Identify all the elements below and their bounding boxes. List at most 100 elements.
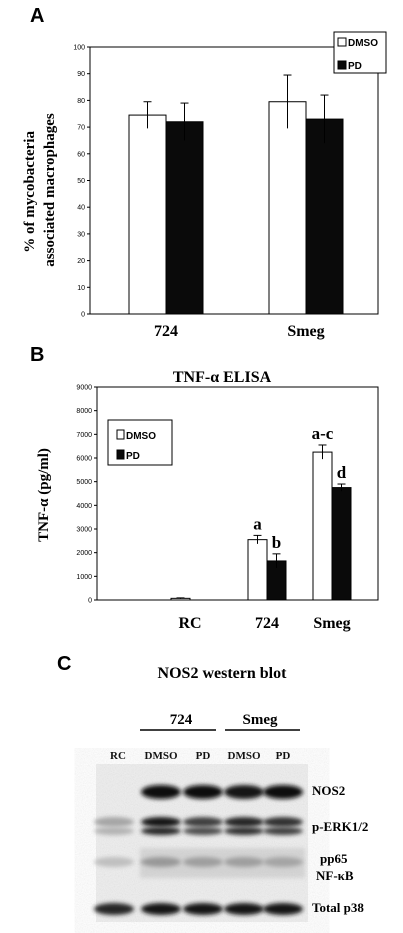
panel-a-legend-swatch-dmso	[337, 37, 347, 47]
panel-a-ytick-label: 30	[77, 231, 85, 238]
blot-band-label-nfkb: NF-κB	[316, 868, 354, 883]
panel-a-bar-pd	[165, 121, 204, 315]
blot-band-perk-lower	[141, 827, 181, 835]
blot-band-perk-upper	[141, 817, 181, 827]
blot-band-total-p38	[224, 903, 264, 915]
panel-b-category-label: 724	[255, 615, 279, 632]
panel-b-ylabel: TNF-α (pg/ml)	[36, 448, 52, 542]
panel-a-ytick-label: 60	[77, 151, 85, 158]
blot-lane-label: PD	[196, 750, 211, 762]
panel-b-legend-swatch-dmso	[116, 429, 125, 440]
panel-b-significance-letter: a	[253, 514, 262, 533]
panel-a-legend-pd: PD	[348, 61, 362, 72]
panel-b-legend-swatch-pd	[116, 449, 125, 460]
panel-b: B TNF-α ELISA TNF-α (pg/ml) 0 1000 2000 300…	[30, 344, 379, 632]
panel-b-bar-dmso	[312, 451, 333, 601]
panel-b-significance-letter: d	[337, 463, 347, 482]
blot-lane-label: RC	[110, 750, 126, 762]
panel-b-bar-dmso	[247, 539, 268, 601]
panel-c-title: NOS2 western blot	[158, 665, 288, 682]
panel-b-category-labels: RC 724 Smeg	[178, 615, 350, 632]
panel-b-category-label: RC	[178, 615, 201, 632]
panel-a-bar-dmso	[268, 101, 307, 315]
panel-a-legend-dmso: DMSO	[348, 38, 378, 49]
panel-b-ytick-label: 5000	[76, 479, 92, 486]
panel-b-ytick-label: 6000	[76, 456, 92, 463]
panel-b-legend-pd: PD	[126, 451, 140, 462]
blot-band-perk-upper	[183, 817, 223, 827]
blot-band-perk-lower	[263, 827, 303, 835]
blot-group-label-smeg: Smeg	[243, 712, 278, 728]
panel-b-error-bars	[176, 444, 346, 599]
panel-b-ytick-label: 7000	[76, 432, 92, 439]
panel-b-ytick-label: 1000	[76, 574, 92, 581]
panel-b-ytick-label: 4000	[76, 503, 92, 510]
panel-a-ytick-label: 0	[81, 312, 85, 319]
blot-lane-label: PD	[276, 750, 291, 762]
blot-band-label-pp65: pp65	[320, 851, 348, 866]
panel-a-ytick-label: 50	[77, 178, 85, 185]
panel-c-letter: C	[57, 653, 71, 675]
panel-a-ytick-label: 20	[77, 258, 85, 265]
blot-band-label-nos2: NOS2	[312, 783, 345, 798]
panel-b-ytick-label: 8000	[76, 408, 92, 415]
blot-band-perk-upper	[94, 817, 134, 827]
blot-lane-label: DMSO	[145, 750, 178, 762]
panel-a-ytick-label: 40	[77, 205, 85, 212]
blot-band-nos2	[224, 785, 264, 799]
blot-band-total-p38	[263, 903, 303, 915]
panel-a-letter: A	[30, 5, 44, 27]
blot-band-pp65	[94, 857, 134, 867]
panel-b-category-label: Smeg	[313, 615, 350, 632]
panel-a-bars	[128, 101, 344, 315]
panel-c: C NOS2 western blot 724 Smeg RC DMSO PD DMS…	[57, 653, 368, 922]
panel-a-legend-swatch-pd	[337, 60, 347, 70]
panel-b-ytick-label: 3000	[76, 527, 92, 534]
panel-b-legend-dmso: DMSO	[126, 431, 156, 442]
panel-a-ylabel: % of mycobacteria associated macrophages	[22, 113, 58, 267]
panel-a-ylabel-line2: associated macrophages	[42, 113, 58, 267]
panel-a-ytick-label: 80	[77, 98, 85, 105]
panel-a-category-label: Smeg	[287, 323, 324, 340]
panel-a-ytick-label: 90	[77, 71, 85, 78]
panel-a-category-label: 724	[154, 323, 178, 340]
blot-bands	[94, 785, 305, 915]
panel-b-ytick-label: 9000	[76, 385, 92, 392]
panel-b-significance-letter: b	[272, 533, 281, 552]
blot-background-smear	[140, 848, 305, 878]
panel-a-error-bars	[143, 74, 329, 144]
panel-a-ylabel-line1: % of mycobacteria	[22, 131, 38, 253]
blot-band-perk-upper	[263, 817, 303, 827]
blot-lane-label: DMSO	[228, 750, 261, 762]
panel-a: A % of mycobacteria associated macrophag…	[22, 5, 387, 340]
panel-b-letter: B	[30, 344, 44, 366]
blot-band-perk-lower	[224, 827, 264, 835]
panel-a-bar-pd	[305, 118, 344, 315]
blot-band-perk-upper	[224, 817, 264, 827]
blot-band-total-p38	[141, 903, 181, 915]
panel-a-ytick-label: 10	[77, 285, 85, 292]
panel-a-ytick-label: 70	[77, 125, 85, 132]
panel-b-bars	[170, 451, 352, 601]
panel-b-title: TNF-α ELISA	[173, 369, 272, 386]
blot-band-label-perk: p-ERK1/2	[312, 819, 368, 834]
panel-b-y-ticks: 0 1000 2000 3000 4000 5000 6000 7000 8000 9000	[76, 385, 97, 605]
blot-band-perk-lower	[94, 827, 134, 835]
panel-b-bar-pd	[331, 487, 352, 601]
blot-lane-labels: RC DMSO PD DMSO PD	[110, 750, 290, 762]
blot-band-total-p38	[94, 903, 134, 915]
panel-b-ytick-label: 2000	[76, 550, 92, 557]
blot-band-nos2	[183, 785, 223, 799]
panel-a-bar-dmso	[128, 114, 167, 315]
blot-band-nos2	[263, 785, 303, 799]
panel-a-ytick-label: 100	[73, 45, 85, 52]
blot-band-perk-lower	[183, 827, 223, 835]
blot-band-total-p38	[183, 903, 223, 915]
panel-b-significance-letter: a-c	[312, 424, 334, 443]
blot-band-nos2	[141, 785, 181, 799]
blot-group-label-724: 724	[170, 712, 193, 728]
panel-a-y-ticks: 0 10 20 30 40 50 60 70 80 90 100	[73, 45, 90, 319]
panel-b-plot-frame	[96, 386, 379, 601]
panel-b-significance-letters: ab a-c d	[253, 424, 347, 552]
